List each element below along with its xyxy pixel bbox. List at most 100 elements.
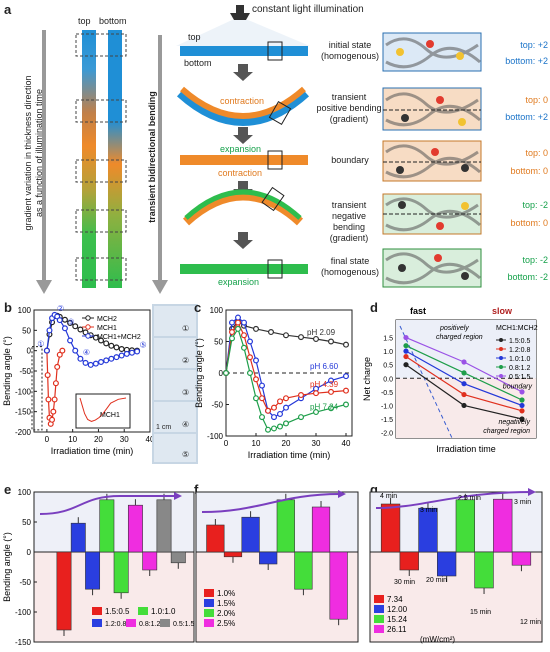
data-point [246,338,253,345]
state-4-top: top: -2 [522,200,548,210]
legend-swatch [92,607,102,615]
data-point [282,404,289,411]
y-tick-label: -50 [19,578,31,587]
x-axis-label: Irradiation time (min) [248,450,331,460]
bar [99,499,115,553]
bar [56,551,72,631]
top-strip [82,30,96,288]
legend-label: 1.0:1.0 [151,607,176,616]
data-point [43,347,50,354]
y-tick-label: 0 [219,369,224,378]
bar [276,499,295,553]
arrow-head [174,492,182,500]
time-label: 3 min [514,499,531,506]
data-point [461,359,467,365]
data-point [282,332,289,339]
light-label: constant light illumination [252,4,364,15]
panel-d-label: d [370,300,378,315]
data-point [113,354,120,361]
bar [70,522,86,553]
inset-label: MCH1 [100,412,120,419]
data-point [234,319,241,326]
y-tick-label: 0.5 [383,363,393,370]
data-point [82,329,89,336]
contraction-2: contraction [218,168,263,178]
data-point [246,369,253,376]
state-3-top: top: 0 [525,148,548,158]
y-tick-label: -1.0 [381,403,393,410]
data-point [92,360,99,367]
data-point [228,319,235,326]
data-point [403,334,409,341]
x-tick-label: 10 [68,435,77,444]
data-point [312,390,319,397]
data-point [461,402,467,409]
legend-label: 12.00 [387,605,408,614]
panel-f-chart: 1.0%1.5%2.0%2.5% [195,490,359,643]
data-point [234,314,241,321]
data-point [72,323,79,330]
x-tick-label: 40 [342,439,351,448]
bar [455,499,475,553]
y-tick-label: -100 [15,608,32,617]
data-point [72,347,79,354]
legend-title: MCH1:MCH2 [496,325,538,332]
expansion-2: expansion [218,277,260,287]
series-label: pH 7.24 [310,403,339,412]
data-point [82,359,89,366]
data-point [228,329,235,336]
legend-label: 1.0:1.0 [509,356,531,363]
data-point [343,373,350,380]
bar [474,551,494,589]
x-tick-label: 40 [146,435,155,444]
bar [294,551,313,590]
y-tick-label: -200 [15,428,32,437]
panel-c-label: c [194,300,202,315]
data-point [267,329,274,336]
data-point [312,409,319,416]
x-axis-label: Irradiation time (min) [51,446,134,456]
panel-g-chart: 4 min 30 min 3 min 20 min 2.5 min 15 min 3 min… [369,488,543,644]
data-point [240,319,247,326]
arrow-head [338,490,346,498]
y-tick-label: -50 [19,367,31,376]
unit-label: (mW/cm²) [420,635,455,644]
legend-label: 1.2:0.8 [105,621,127,628]
bar [142,551,158,571]
y-axis-label: Net charge [362,357,372,401]
positive-region [396,320,536,379]
data-point [403,343,409,349]
time-label: 4 min [380,493,397,500]
y-tick-label: 50 [22,326,31,335]
arrow-head [528,488,536,496]
x-axis-label: Irradiation time [436,444,496,454]
state-4-label: transient negative bending (gradient) [316,200,382,244]
data-point [113,344,120,351]
y-tick-label: -100 [207,432,224,441]
data-point [59,347,66,354]
scale-bar-label: 1 cm [156,424,172,431]
film-top-label: top [188,32,201,42]
data-point [270,425,277,432]
photo-4-label: ④ [182,420,190,429]
y-tick-label: 0.0 [383,376,393,383]
y-tick-label: 100 [18,488,32,497]
y-tick-label: -0.5 [381,390,393,397]
bar [206,524,225,553]
state-2-bottom: bottom: +2 [505,112,548,122]
zoom-box [31,346,43,431]
bar [399,551,419,571]
plot-frame [195,491,359,643]
data-point [282,420,289,427]
time-label: 2.5 min [458,495,481,502]
data-point [312,335,319,342]
x-tick-label: 0 [224,439,229,448]
data-point [108,342,115,349]
legend-swatch [126,619,136,627]
legend-swatch [204,619,214,627]
trend-arrow [39,495,178,515]
expansion-1: expansion [220,144,262,154]
data-point [270,414,277,421]
data-point [328,377,335,384]
